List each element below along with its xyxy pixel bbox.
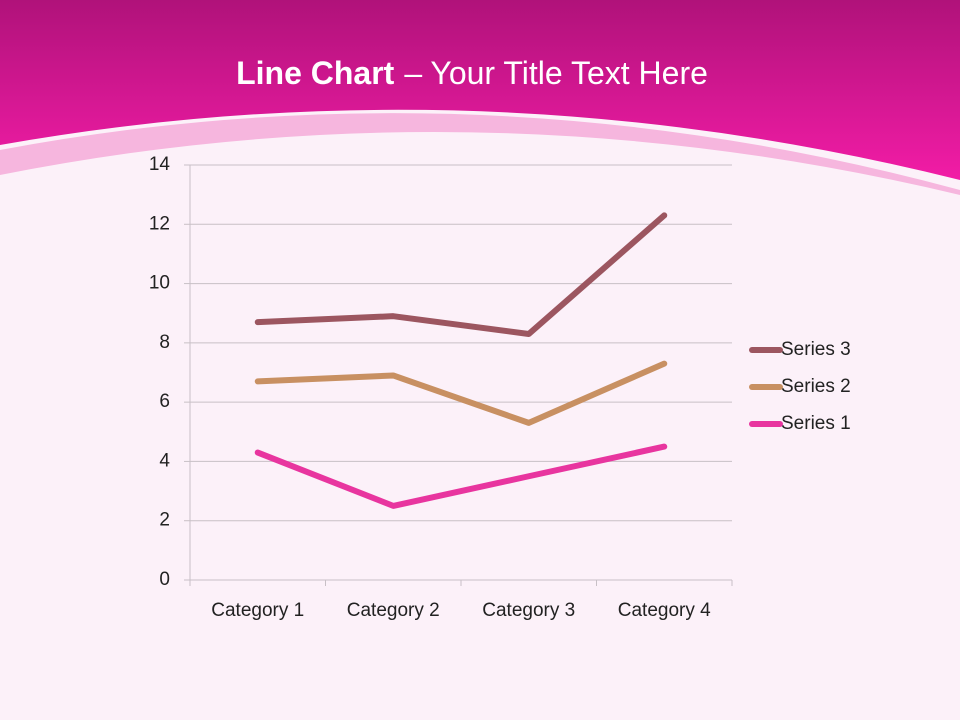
y-tick-label: 4 bbox=[159, 450, 170, 471]
header bbox=[0, 0, 960, 180]
y-tick-label: 0 bbox=[159, 569, 170, 590]
y-tick-label: 8 bbox=[159, 332, 170, 353]
legend-label: Series 1 bbox=[781, 413, 851, 434]
title: Line Chart – Your Title Text Here bbox=[236, 55, 708, 91]
y-tick-label: 2 bbox=[159, 510, 170, 531]
legend-label: Series 3 bbox=[781, 339, 851, 360]
x-tick-label: Category 2 bbox=[347, 600, 440, 621]
legend-label: Series 2 bbox=[781, 376, 851, 397]
title-bold: Line Chart bbox=[236, 55, 395, 91]
title-rest: – Your Title Text Here bbox=[404, 55, 708, 91]
y-tick-label: 14 bbox=[149, 154, 171, 175]
x-tick-label: Category 1 bbox=[211, 600, 304, 621]
series-line bbox=[254, 360, 668, 426]
series-line bbox=[254, 212, 668, 337]
y-tick-label: 12 bbox=[149, 213, 170, 234]
x-tick-label: Category 3 bbox=[482, 600, 575, 621]
y-tick-label: 6 bbox=[159, 391, 170, 412]
series-line bbox=[254, 443, 668, 509]
header-band bbox=[0, 113, 960, 195]
y-tick-label: 10 bbox=[149, 273, 170, 294]
x-tick-label: Category 4 bbox=[618, 600, 711, 621]
